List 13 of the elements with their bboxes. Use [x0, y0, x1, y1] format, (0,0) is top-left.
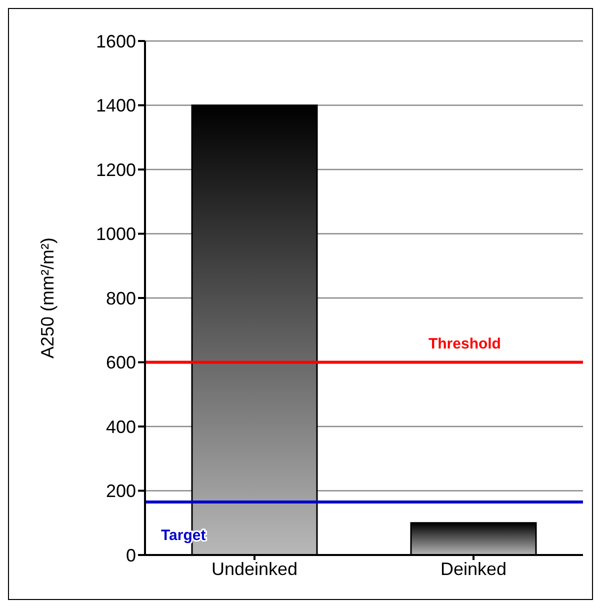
- y-tick-label: 1400: [96, 96, 136, 116]
- x-tick-label: Undeinked: [211, 558, 298, 579]
- x-tick-label: Deinked: [440, 558, 507, 579]
- y-axis-title: A250 (mm²/m²): [37, 238, 58, 358]
- y-tick-label: 0: [126, 545, 136, 566]
- y-tick-label: 1000: [96, 224, 136, 244]
- y-tick-label: 1200: [96, 160, 136, 180]
- y-tick-label: 200: [106, 481, 136, 502]
- y-tick-label: 800: [106, 288, 136, 308]
- y-tick-label: 600: [106, 352, 136, 373]
- y-tick-label: 1600: [96, 31, 136, 52]
- y-tick-label: 400: [106, 416, 136, 437]
- ref-line-label: Threshold: [428, 335, 501, 352]
